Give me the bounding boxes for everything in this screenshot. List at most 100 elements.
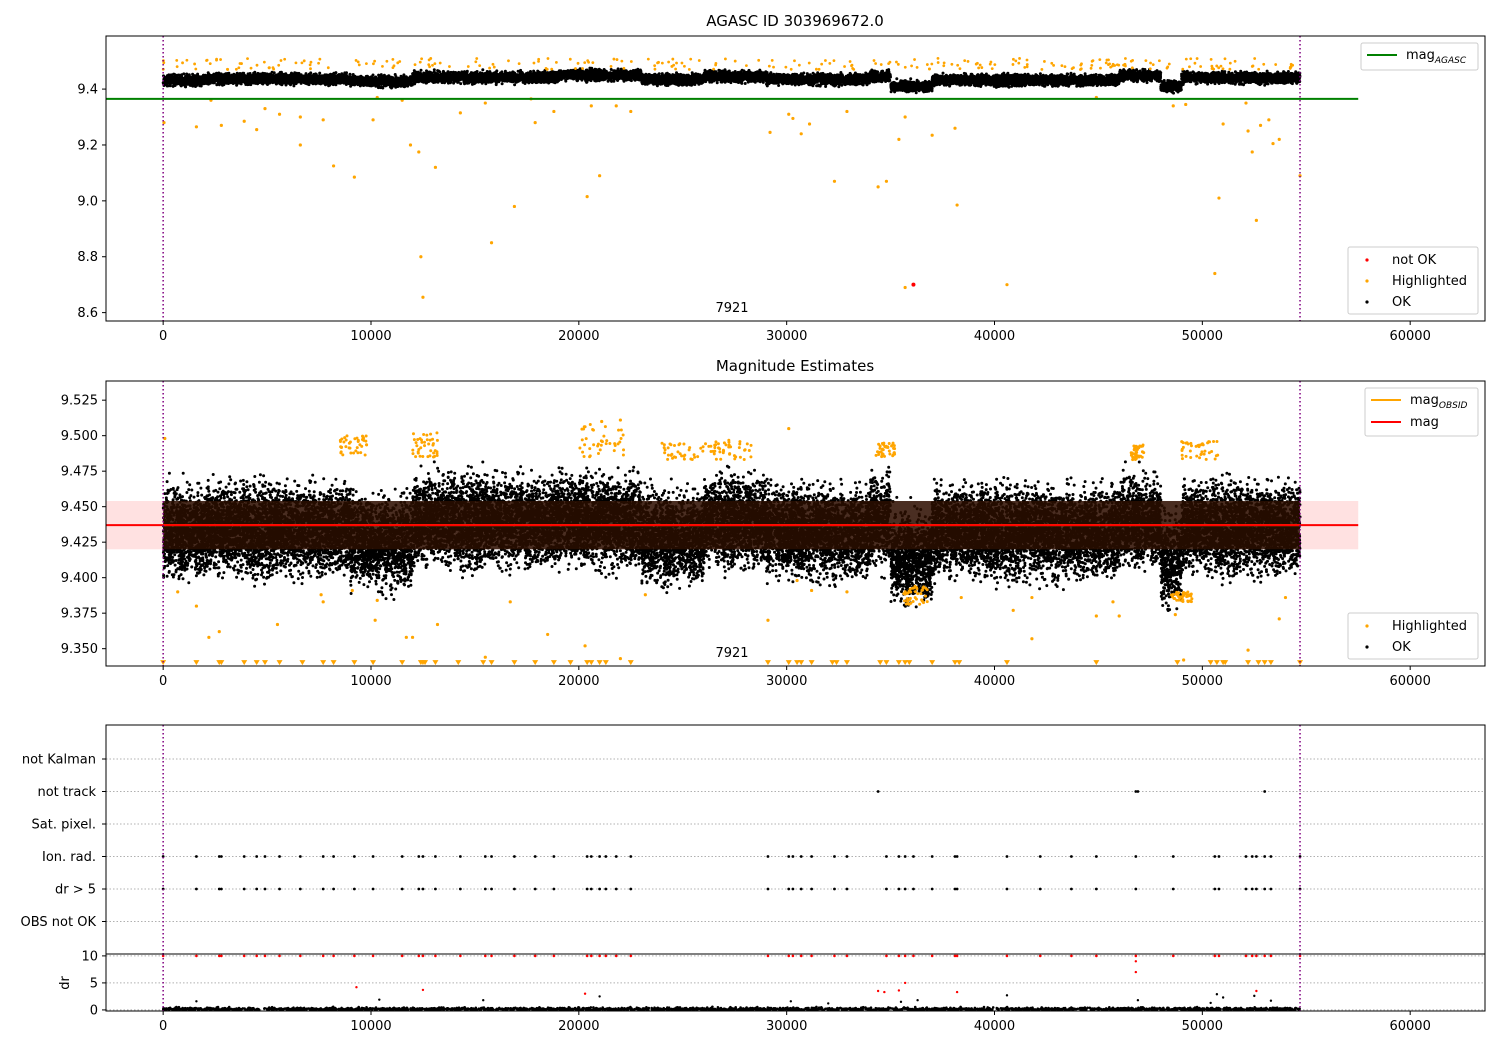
highlighted-point xyxy=(364,434,368,438)
highlighted-point xyxy=(1157,59,1161,63)
highlighted-point xyxy=(478,64,482,67)
highlighted-point xyxy=(936,61,940,64)
highlighted-point xyxy=(1167,62,1171,66)
highlighted-point xyxy=(348,440,352,444)
flag-point xyxy=(1263,790,1267,793)
flag-point xyxy=(614,887,618,891)
highlighted-point xyxy=(621,433,625,437)
highlighted-point xyxy=(1135,453,1139,457)
flag-point xyxy=(217,855,221,858)
clipped-marker xyxy=(193,660,200,666)
y-tick-label: 9.475 xyxy=(61,465,98,480)
flag-category-label: not Kalman xyxy=(22,753,96,768)
highlighted-point xyxy=(682,454,686,458)
highlighted-point xyxy=(820,62,824,66)
highlighted-point xyxy=(850,64,853,68)
highlighted-point xyxy=(1184,454,1188,458)
highlighted-point xyxy=(300,61,304,65)
highlighted-point xyxy=(728,452,732,456)
highlighted-point xyxy=(428,65,432,69)
highlighted-point xyxy=(689,457,693,461)
highlighted-point xyxy=(605,439,609,443)
highlighted-point xyxy=(619,437,623,441)
highlighted-point xyxy=(1244,101,1248,105)
legend-label-mag-agasc: magAGASC xyxy=(1406,48,1467,66)
highlighted-point xyxy=(879,450,883,454)
clipped-marker xyxy=(588,660,595,666)
highlighted-point xyxy=(692,453,696,457)
clipped-marker xyxy=(160,660,167,666)
highlighted-point xyxy=(799,132,803,136)
highlighted-point xyxy=(598,174,602,178)
flag-point xyxy=(1269,855,1273,858)
highlighted-point xyxy=(425,433,429,437)
highlighted-point xyxy=(240,62,243,65)
highlighted-point xyxy=(1171,104,1175,108)
agasc-panel-title: AGASC ID 303969672.0 xyxy=(706,12,884,30)
flag-point xyxy=(876,790,880,793)
highlighted-point xyxy=(546,632,550,637)
dr-point xyxy=(916,998,919,1002)
highlighted-point xyxy=(249,66,253,70)
dr-over-threshold-point xyxy=(930,954,934,958)
highlighted-point xyxy=(843,65,846,68)
highlighted-point xyxy=(1189,57,1193,61)
highlighted-point xyxy=(1005,283,1009,287)
y-tick-label: 9.525 xyxy=(61,394,98,409)
clipped-marker xyxy=(550,660,557,666)
highlighted-point xyxy=(546,57,550,60)
highlighted-point xyxy=(1190,597,1194,601)
highlighted-point xyxy=(1151,63,1155,67)
highlighted-point xyxy=(1219,64,1223,68)
flag-point xyxy=(885,855,888,858)
highlighted-point xyxy=(795,578,799,583)
highlighted-point xyxy=(908,587,912,591)
clipped-marker xyxy=(1297,660,1304,666)
highlighted-point xyxy=(360,444,364,448)
highlighted-point xyxy=(713,446,717,450)
dr-over-threshold-point xyxy=(400,954,404,958)
highlighted-point xyxy=(1099,66,1102,70)
dr-over-threshold-point xyxy=(589,954,593,958)
flag-point xyxy=(1038,887,1042,891)
flag-point xyxy=(533,887,537,891)
highlighted-point xyxy=(1215,64,1219,68)
highlighted-point xyxy=(1148,67,1152,71)
clipped-marker xyxy=(1222,660,1229,666)
highlighted-point xyxy=(1014,59,1018,63)
highlighted-point xyxy=(580,438,584,442)
highlighted-point xyxy=(1204,457,1208,461)
highlighted-point xyxy=(583,644,587,648)
highlighted-point xyxy=(381,64,384,68)
highlighted-point xyxy=(321,600,325,604)
highlighted-point xyxy=(707,444,711,448)
flag-point xyxy=(1244,887,1248,891)
highlighted-point xyxy=(215,57,218,61)
flag-point xyxy=(629,855,633,858)
highlighted-point xyxy=(927,67,931,71)
dr-over-threshold-point xyxy=(484,954,487,958)
highlighted-point xyxy=(737,446,741,450)
highlighted-point xyxy=(787,112,791,116)
highlighted-point xyxy=(372,62,375,66)
clipped-marker xyxy=(895,660,902,666)
estimates-status-legend: Highlighted OK xyxy=(1347,612,1479,660)
flag-point xyxy=(930,887,934,891)
highlighted-point xyxy=(1180,440,1184,444)
highlighted-point xyxy=(670,65,674,68)
highlighted-point xyxy=(1025,63,1029,66)
highlighted-point xyxy=(742,458,746,462)
highlighted-point xyxy=(1011,63,1015,66)
highlighted-point xyxy=(435,451,439,455)
highlighted-point xyxy=(1207,451,1211,455)
highlighted-point xyxy=(340,437,344,441)
highlighted-point xyxy=(419,446,423,450)
highlighted-point xyxy=(1189,444,1193,448)
legend-label-highlighted-2: Highlighted xyxy=(1392,619,1467,634)
dr-over-threshold-point xyxy=(1244,954,1248,958)
highlighted-point xyxy=(893,447,897,451)
highlighted-point xyxy=(674,455,678,459)
flag-point xyxy=(1263,887,1267,891)
highlighted-point xyxy=(903,592,907,596)
highlighted-point xyxy=(851,66,855,70)
